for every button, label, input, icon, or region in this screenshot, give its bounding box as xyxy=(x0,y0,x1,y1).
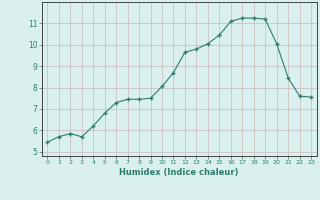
X-axis label: Humidex (Indice chaleur): Humidex (Indice chaleur) xyxy=(119,168,239,177)
